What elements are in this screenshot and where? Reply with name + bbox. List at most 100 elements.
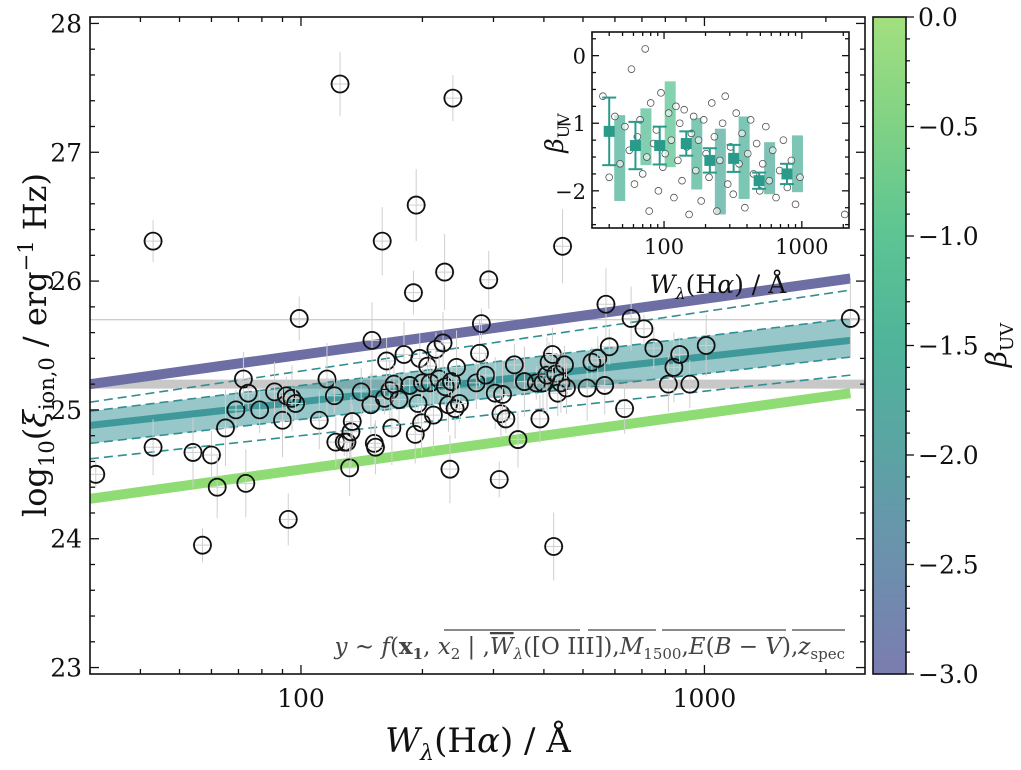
inset-point — [641, 45, 650, 53]
data-point — [446, 330, 467, 405]
inset-x-tick-label: 100 — [644, 235, 684, 259]
marker — [317, 369, 337, 389]
inset-bin — [602, 96, 617, 167]
marker — [377, 351, 396, 371]
colorbar-ticks: 0.0 −0.5 −1.0 −1.5 −2.0 −2.5 −3.0 — [906, 3, 979, 689]
data-point — [278, 493, 299, 546]
fit-outer-upper — [90, 289, 851, 403]
model-line-0 — [90, 273, 852, 390]
inset-point — [768, 146, 777, 155]
data-point — [285, 388, 306, 419]
inset-point — [661, 149, 670, 158]
marker — [400, 376, 420, 395]
marker — [491, 404, 511, 424]
marker — [234, 369, 253, 389]
inset-point — [667, 136, 676, 144]
marker — [595, 376, 615, 395]
inset-point — [707, 99, 716, 107]
inset-point — [791, 200, 800, 209]
data-point — [330, 51, 351, 116]
data-point — [372, 207, 393, 276]
inset-point — [694, 136, 703, 144]
data-point — [471, 308, 492, 339]
colorbar-tick-label: −2.0 — [918, 441, 979, 470]
data-point — [339, 439, 360, 496]
inset-bin-mean — [781, 168, 793, 180]
marker — [238, 383, 258, 403]
inset-bins — [602, 96, 794, 190]
inset-ticks: 100 1000 0 −1 −2 — [555, 32, 849, 259]
inset-point — [762, 122, 770, 131]
inset-point — [710, 132, 719, 141]
inset-point — [741, 203, 749, 212]
marker — [551, 373, 571, 393]
data-point — [376, 337, 397, 384]
y-tick-label: 24 — [50, 525, 82, 554]
inset-bin — [752, 171, 767, 190]
inset-bin — [726, 143, 741, 173]
x-axis-label: Wλ(Hα) / Å — [385, 720, 571, 766]
marker — [621, 309, 641, 328]
inset-bin-mean — [753, 175, 765, 187]
marker — [493, 385, 512, 404]
inset-range-bar — [738, 116, 750, 199]
inset-x-tick-label: 1000 — [775, 235, 828, 259]
data-point — [434, 234, 455, 311]
marker — [670, 345, 690, 364]
inset-point — [721, 92, 730, 101]
data-point — [478, 250, 499, 309]
inset-point — [616, 159, 624, 168]
inset-point — [758, 159, 767, 168]
data-point — [233, 351, 254, 406]
data-point — [485, 357, 506, 430]
marker — [445, 399, 465, 419]
data-point — [577, 355, 598, 422]
marker — [372, 231, 392, 251]
data-point — [225, 389, 246, 430]
data-point — [550, 352, 571, 413]
inset-point — [646, 99, 655, 107]
data-point — [406, 169, 427, 242]
marker — [530, 409, 550, 429]
data-point — [207, 456, 228, 519]
inset-range-bar — [664, 81, 676, 168]
marker — [644, 338, 664, 358]
marker — [582, 352, 602, 372]
x-tick-label: 100 — [277, 684, 325, 713]
inset-x-label: Wλ(Hα) / Å — [650, 269, 787, 303]
marker — [286, 394, 306, 413]
marker — [508, 430, 528, 449]
data-point — [475, 353, 496, 398]
inset-point — [643, 153, 651, 161]
inset-point — [699, 116, 708, 124]
inset-point — [716, 156, 724, 165]
marker — [471, 314, 491, 334]
inset-point — [705, 173, 713, 182]
data-point — [249, 386, 270, 433]
y-tick-label: 25 — [50, 396, 82, 425]
marker — [341, 422, 361, 442]
inset-point — [680, 105, 688, 114]
data-point — [316, 342, 337, 415]
marker — [405, 424, 425, 444]
marker — [476, 365, 496, 385]
data-point — [182, 417, 203, 488]
inset-bin-mean — [654, 140, 666, 152]
marker — [696, 336, 716, 355]
inset-range-bar — [614, 115, 626, 201]
data-point — [595, 268, 616, 341]
inset-y-tick-label: −2 — [555, 180, 586, 204]
inset-bin-mean — [629, 140, 641, 152]
data-point — [281, 365, 302, 432]
data-point — [679, 360, 700, 409]
inset-point — [611, 112, 619, 121]
inset-point — [675, 119, 684, 128]
marker — [479, 270, 499, 290]
data-point — [342, 404, 363, 439]
inset-point — [657, 89, 665, 97]
marker — [282, 388, 302, 408]
inset-point — [645, 207, 653, 215]
data-point — [489, 461, 510, 498]
data-point — [445, 378, 466, 439]
